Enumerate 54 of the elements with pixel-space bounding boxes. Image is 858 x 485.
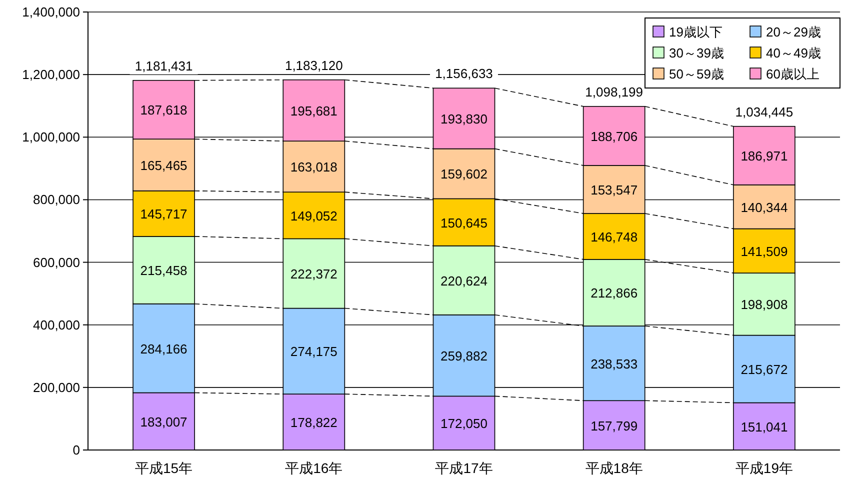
data-label: 172,050 [440,416,488,432]
data-label: 151,041 [740,419,788,434]
x-tick-label: 平成15年 [135,460,193,476]
total-label: 1,098,199 [585,84,644,100]
data-label: 178,822 [290,415,338,430]
data-label: 259,882 [440,348,488,364]
data-label: 284,166 [140,341,188,356]
total-label: 1,034,445 [735,104,794,120]
data-label: 193,830 [440,111,488,126]
data-label: 220,624 [440,273,488,288]
x-tick-label: 平成18年 [585,460,643,476]
total-label: 1,183,120 [284,58,343,73]
legend-label: 20～29歳 [766,24,821,40]
y-tick-label: 0 [72,442,80,458]
data-label: 212,866 [590,286,638,301]
data-label: 183,007 [140,414,188,430]
data-label: 159,602 [440,166,488,182]
data-label: 274,175 [290,344,338,360]
legend-label: 60歳以上 [766,66,820,82]
data-label: 145,717 [140,206,188,222]
data-label: 141,509 [740,244,788,259]
legend-label: 50～59歳 [669,66,724,82]
data-label: 157,799 [590,418,638,434]
data-label: 186,971 [740,148,788,164]
total-label: 1,156,633 [435,66,493,82]
data-label: 163,018 [290,160,338,175]
legend-label: 19歳以下 [669,24,722,40]
data-label: 215,672 [740,362,788,378]
data-label: 187,618 [140,102,188,118]
data-label: 150,645 [440,215,488,230]
total-label: 1,181,431 [134,58,193,74]
legend-label: 40～49歳 [766,46,821,60]
x-tick-label: 平成16年 [285,460,343,476]
y-tick-label: 400,000 [33,317,80,332]
data-label: 222,372 [290,266,338,282]
data-label: 195,681 [290,103,338,118]
data-label: 149,052 [290,208,338,224]
y-tick-label: 600,000 [33,254,80,270]
y-tick-label: 1,400,000 [22,4,80,20]
data-label: 188,706 [590,128,638,144]
data-label: 198,908 [740,297,788,312]
y-tick-label: 800,000 [33,192,80,208]
data-label: 140,344 [740,200,788,215]
y-tick-label: 1,200,000 [22,67,80,82]
legend-label: 30～39歳 [669,46,724,60]
data-label: 146,748 [590,229,638,244]
x-tick-label: 平成19年 [735,460,793,476]
data-label: 238,533 [590,356,638,372]
y-tick-label: 200,000 [33,380,80,395]
x-tick-label: 平成17年 [435,460,493,476]
data-label: 165,465 [140,158,188,173]
data-label: 215,458 [140,263,188,278]
y-tick-label: 1,000,000 [22,130,80,145]
data-label: 153,547 [590,182,638,198]
